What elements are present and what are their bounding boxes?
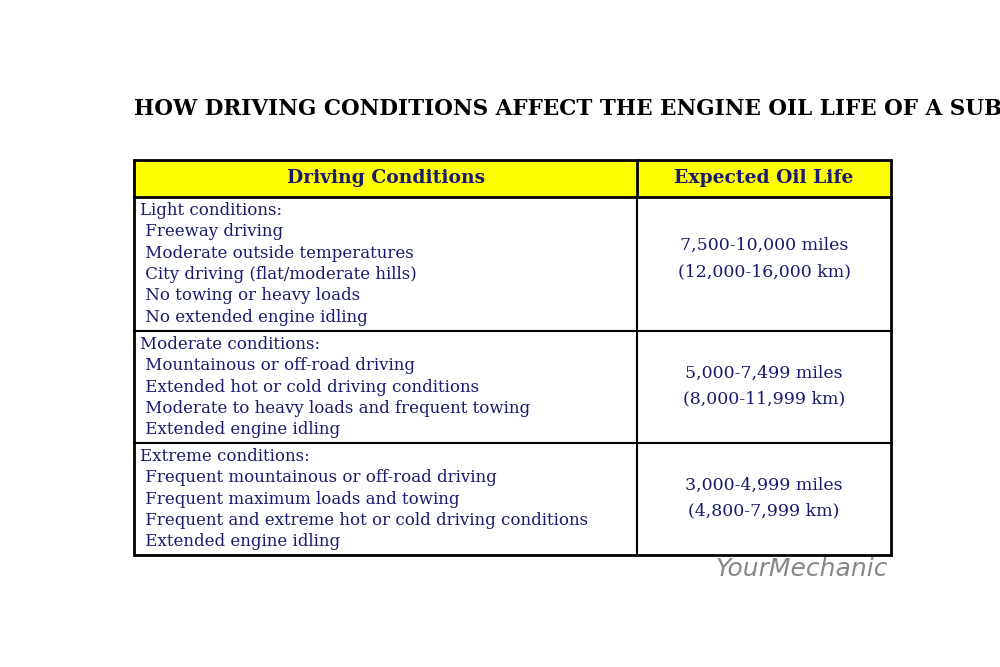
Text: Frequent mountainous or off-road driving: Frequent mountainous or off-road driving xyxy=(140,470,497,486)
Text: Mountainous or off-road driving: Mountainous or off-road driving xyxy=(140,358,416,374)
Text: 5,000-7,499 miles
(8,000-11,999 km): 5,000-7,499 miles (8,000-11,999 km) xyxy=(683,365,845,408)
Text: Extreme conditions:: Extreme conditions: xyxy=(140,448,310,466)
Text: Moderate to heavy loads and frequent towing: Moderate to heavy loads and frequent tow… xyxy=(140,400,531,417)
Text: Frequent maximum loads and towing: Frequent maximum loads and towing xyxy=(140,491,460,508)
Text: Moderate outside temperatures: Moderate outside temperatures xyxy=(140,245,414,261)
Text: Freeway driving: Freeway driving xyxy=(140,223,284,240)
Text: No towing or heavy loads: No towing or heavy loads xyxy=(140,287,361,304)
Text: HOW DRIVING CONDITIONS AFFECT THE ENGINE OIL LIFE OF A SUBARU: HOW DRIVING CONDITIONS AFFECT THE ENGINE… xyxy=(134,98,1000,120)
Bar xyxy=(134,159,891,197)
Text: 3,000-4,999 miles
(4,800-7,999 km): 3,000-4,999 miles (4,800-7,999 km) xyxy=(685,477,843,520)
Text: Extended hot or cold driving conditions: Extended hot or cold driving conditions xyxy=(140,379,480,396)
Text: Driving Conditions: Driving Conditions xyxy=(287,169,485,187)
Text: Frequent and extreme hot or cold driving conditions: Frequent and extreme hot or cold driving… xyxy=(140,512,589,529)
Text: Expected Oil Life: Expected Oil Life xyxy=(674,169,854,187)
Text: Light conditions:: Light conditions: xyxy=(140,202,283,219)
Text: 7,500-10,000 miles
(12,000-16,000 km): 7,500-10,000 miles (12,000-16,000 km) xyxy=(678,237,851,280)
Text: Extended engine idling: Extended engine idling xyxy=(140,421,341,438)
Text: YourMechanic: YourMechanic xyxy=(716,557,888,581)
Text: Extended engine idling: Extended engine idling xyxy=(140,533,341,550)
Text: Moderate conditions:: Moderate conditions: xyxy=(140,336,321,354)
Text: City driving (flat/moderate hills): City driving (flat/moderate hills) xyxy=(140,266,417,283)
Text: No extended engine idling: No extended engine idling xyxy=(140,309,368,325)
